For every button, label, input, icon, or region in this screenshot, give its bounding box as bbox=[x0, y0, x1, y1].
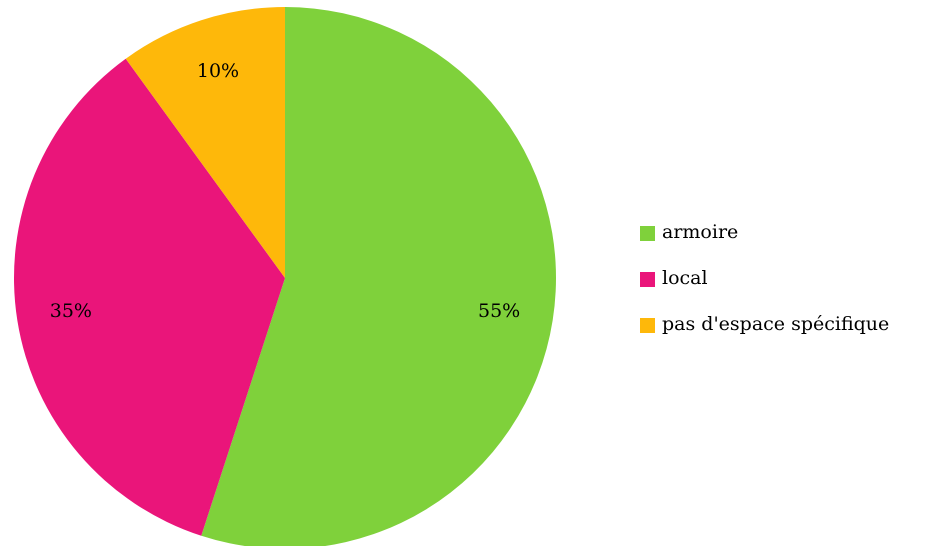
legend-label: local bbox=[662, 267, 708, 289]
legend-label: pas d'espace spécifique bbox=[662, 313, 889, 335]
data-label: 55% bbox=[478, 300, 520, 322]
pie-slice bbox=[13, 58, 285, 536]
legend-swatch bbox=[640, 318, 655, 333]
pie-slice bbox=[125, 7, 285, 278]
legend-label: armoire bbox=[662, 221, 738, 243]
data-label: 10% bbox=[197, 60, 239, 82]
pie-slice bbox=[201, 7, 556, 546]
legend-swatch bbox=[640, 226, 655, 241]
data-label: 35% bbox=[50, 300, 92, 322]
legend-swatch bbox=[640, 272, 655, 287]
